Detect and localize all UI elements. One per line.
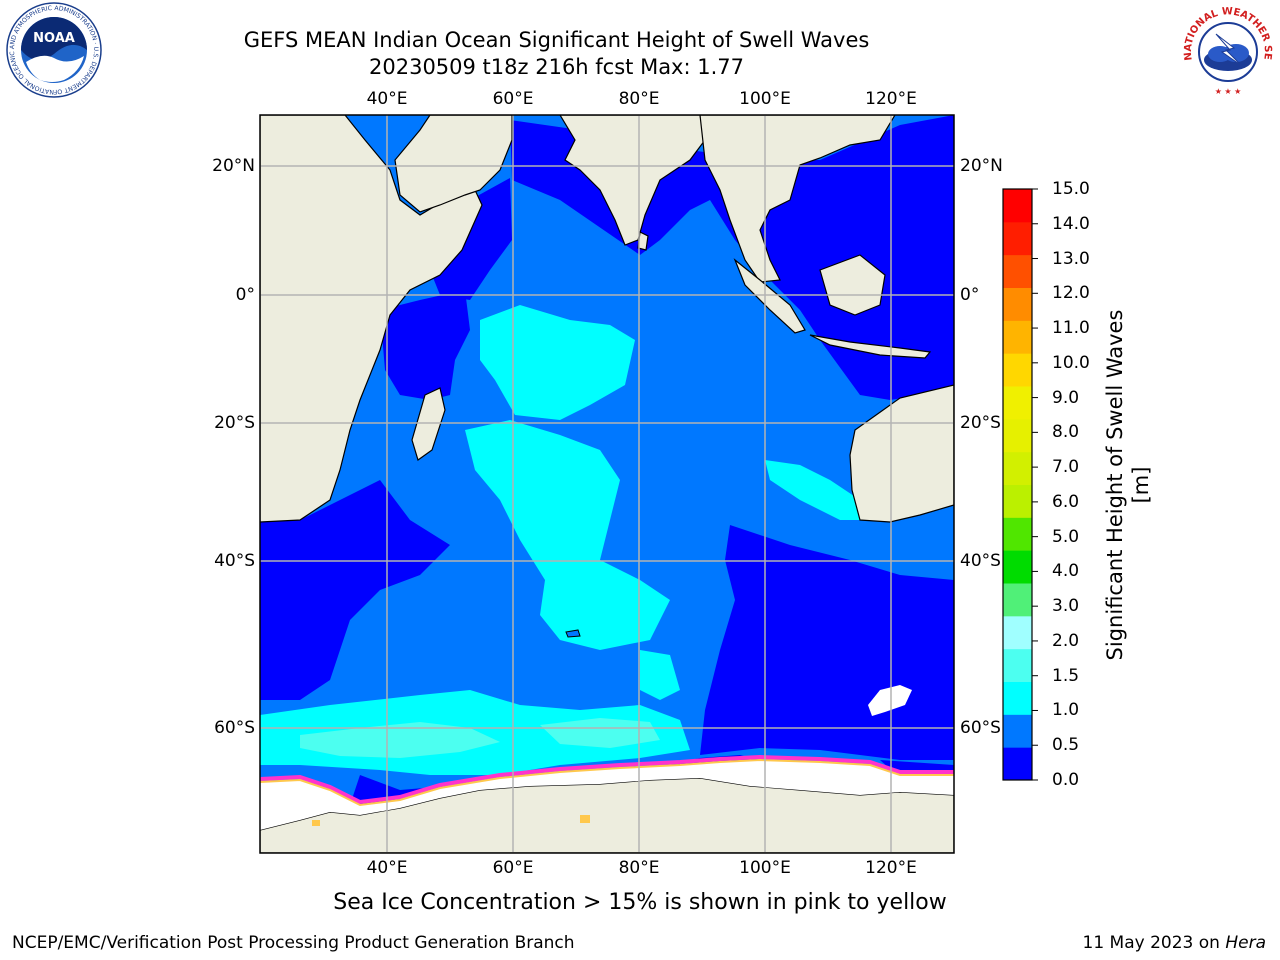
- noaa-logo: NATIONAL OCEANIC AND ATMOSPHERIC ADMINIS…: [2, 2, 102, 98]
- nws-logo: NATIONAL WEATHER SERVICE ★ ★ ★: [1178, 4, 1274, 98]
- colorbar-bin: [1003, 681, 1032, 715]
- title-line-2: 20230509 t18z 216h fcst Max: 1.77: [369, 55, 744, 79]
- gridlines: [260, 115, 954, 853]
- lon-label-bottom: 80°E: [618, 858, 660, 878]
- colorbar-tick-label: 1.0: [1052, 700, 1080, 721]
- map-area: [260, 115, 954, 853]
- colorbar-tick-label: 13.0: [1052, 248, 1090, 269]
- lat-label-left: 20°N: [212, 156, 255, 176]
- lat-label-right: 40°S: [960, 551, 1001, 571]
- ice-patch: [868, 685, 912, 716]
- lon-label-top: 80°E: [618, 89, 660, 109]
- colorbar-tick-label: 14.0: [1052, 213, 1090, 234]
- lat-label-right: 20°N: [960, 156, 1003, 176]
- footer-credit: NCEP/EMC/Verification Post Processing Pr…: [12, 933, 575, 953]
- colorbar-bin: [1003, 451, 1032, 485]
- africa-arabia-land: [260, 115, 483, 523]
- lat-label-left: 60°S: [214, 718, 255, 738]
- java-land: [809, 334, 932, 359]
- kerguelen-island: [565, 629, 581, 638]
- colorbar-tick-label: 2.0: [1052, 630, 1080, 651]
- colorbar-bin: [1003, 320, 1032, 354]
- map-frame: [259, 114, 955, 854]
- colorbar-bin: [1003, 517, 1032, 551]
- ice-dot: [312, 820, 320, 826]
- colorbar-tick-label: 1.5: [1052, 665, 1080, 686]
- southeast-asia-land: [699, 115, 896, 283]
- colorbar-bin: [1003, 648, 1032, 682]
- colorbar-bin: [1003, 747, 1032, 781]
- colorbar-tick-label: 7.0: [1052, 457, 1080, 478]
- india-land: [559, 115, 706, 246]
- colorbar-frame: [1002, 188, 1033, 781]
- ice-dot: [580, 815, 590, 823]
- lat-label-left: 20°S: [214, 413, 255, 433]
- colorbar-bin: [1003, 418, 1032, 453]
- lat-label-right: 0°: [960, 285, 980, 305]
- sea-ice: [260, 760, 954, 830]
- colorbar-bin: [1003, 484, 1032, 518]
- lat-label-right: 60°S: [960, 718, 1001, 738]
- svg-text:★ ★ ★: ★ ★ ★: [1215, 87, 1242, 96]
- borneo-land: [819, 254, 886, 316]
- colorbar-tick-label: 8.0: [1052, 422, 1080, 443]
- colorbar-tick-label: 11.0: [1052, 318, 1090, 339]
- colorbar-tick-label: 15.0: [1052, 179, 1090, 199]
- colorbar-bin: [1003, 386, 1032, 420]
- lat-label-left: 0°: [235, 285, 255, 305]
- footer-date-text: 11 May 2023 on: [1082, 933, 1226, 953]
- lon-label-bottom: 100°E: [739, 858, 791, 878]
- noaa-logo-text: NOAA: [33, 31, 75, 46]
- sea-ice-edge-yellow: [260, 758, 954, 807]
- colorbar-bin: [1003, 353, 1032, 387]
- colorbar-tick-label: 3.0: [1052, 596, 1080, 617]
- colorbar-bin: [1003, 550, 1032, 584]
- colorbar-bin: [1003, 221, 1032, 256]
- colorbar-tick-label: 10.0: [1052, 352, 1090, 373]
- lon-label-top: 60°E: [492, 89, 534, 109]
- colorbar-bin: [1003, 254, 1032, 288]
- lat-label-right: 20°S: [960, 413, 1001, 433]
- colorbar-bin: [1003, 189, 1032, 223]
- sea-ice-edge-pink: [260, 754, 954, 805]
- colorbar-tick-label: 6.0: [1052, 491, 1080, 512]
- colorbar-tick-label: 0.0: [1052, 770, 1080, 790]
- lon-label-bottom: 40°E: [366, 858, 408, 878]
- colorbar-bin: [1003, 287, 1032, 321]
- lon-label-bottom: 60°E: [492, 858, 534, 878]
- colorbar-tick-label: 0.5: [1052, 735, 1080, 756]
- lon-label-bottom: 120°E: [865, 858, 917, 878]
- lon-label-top: 120°E: [865, 89, 917, 109]
- land-masses: [260, 115, 954, 853]
- colorbar-tick-label: 12.0: [1052, 283, 1090, 304]
- colorbar-tick-label: 9.0: [1052, 387, 1080, 408]
- colorbar-tick-label: 5.0: [1052, 526, 1080, 547]
- colorbar-title: Significant Height of Swell Waves [m]: [1103, 309, 1153, 661]
- lon-label-top: 100°E: [739, 89, 791, 109]
- title-line-1: GEFS MEAN Indian Ocean Significant Heigh…: [243, 28, 870, 52]
- swell-field-1.5-2.0: [300, 718, 660, 758]
- colorbar: [1003, 189, 1032, 781]
- arabia-land: [394, 115, 513, 213]
- sea-ice-caption: Sea Ice Concentration > 15% is shown in …: [333, 890, 947, 915]
- colorbar-bin: [1003, 714, 1032, 748]
- australia-land: [849, 384, 954, 523]
- colorbar-tick-label: 4.0: [1052, 561, 1080, 582]
- footer-host: Hera: [1225, 933, 1266, 953]
- lon-label-top: 40°E: [366, 89, 408, 109]
- madagascar-land: [411, 387, 446, 461]
- lat-label-left: 40°S: [214, 551, 255, 571]
- colorbar-bin: [1003, 615, 1032, 650]
- colorbar-bin: [1003, 583, 1032, 617]
- footer-date: 11 May 2023 on Hera: [1083, 933, 1267, 953]
